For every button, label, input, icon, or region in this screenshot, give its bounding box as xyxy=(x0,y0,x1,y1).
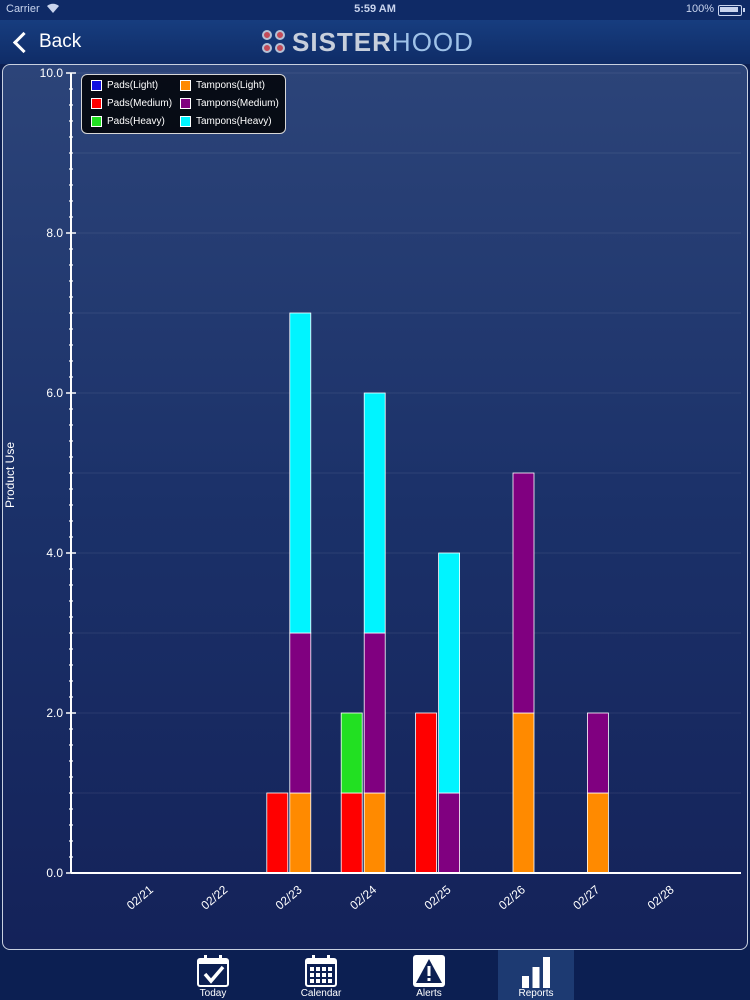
bar-pads-medium-0223 xyxy=(266,792,289,874)
bar-pads-heavy-0224 xyxy=(340,712,363,794)
bar-tampons-light-0224 xyxy=(363,792,386,874)
legend-swatch xyxy=(180,98,191,109)
tab-reports[interactable]: Reports xyxy=(498,950,574,1000)
x-tick-label: 02/24 xyxy=(347,882,379,912)
bar-tampons-heavy-0224 xyxy=(363,392,386,634)
y-tick-label: 10.0 xyxy=(40,66,64,80)
x-tick-label: 02/22 xyxy=(198,882,230,912)
tab-bar: Today Calendar Alerts Reports xyxy=(0,950,750,1000)
back-button[interactable]: Back xyxy=(10,27,81,57)
legend-label: Tampons(Medium) xyxy=(196,98,279,109)
legend-item: Pads(Heavy) xyxy=(91,116,165,127)
bar-tampons-medium-0223 xyxy=(289,632,312,794)
reports-chart-icon xyxy=(522,957,550,988)
tab-reports-label: Reports xyxy=(518,988,554,999)
y-tick-label: 8.0 xyxy=(46,226,63,240)
legend-item: Pads(Light) xyxy=(91,80,158,91)
legend-label: Tampons(Heavy) xyxy=(196,116,272,127)
logo-prefix: SISTER xyxy=(292,26,392,57)
y-tick-label: 4.0 xyxy=(46,546,63,560)
x-tick-label: 02/28 xyxy=(645,882,677,912)
today-check-icon xyxy=(197,955,229,987)
legend-label: Pads(Light) xyxy=(107,80,159,91)
back-label: Back xyxy=(39,31,82,52)
logo-mark-icon xyxy=(262,30,286,54)
bar-tampons-light-0223 xyxy=(289,792,312,874)
logo-wordmark: SISTERHOOD xyxy=(292,27,474,58)
legend-swatch xyxy=(91,98,102,109)
legend-swatch xyxy=(91,116,102,127)
bar-tampons-medium-0227 xyxy=(587,712,609,794)
bar-pads-medium-0224 xyxy=(340,792,363,874)
calendar-icon xyxy=(305,955,337,987)
x-tick-label: 02/21 xyxy=(124,882,156,912)
tab-today-label: Today xyxy=(199,988,227,999)
legend-swatch xyxy=(91,80,102,91)
y-axis-label: Product Use xyxy=(3,442,17,508)
x-tick-label: 02/26 xyxy=(496,882,528,912)
carrier-label: Carrier xyxy=(6,3,40,15)
legend-label: Pads(Medium) xyxy=(107,98,173,109)
tab-calendar[interactable]: Calendar xyxy=(283,950,359,1000)
y-tick-label: 0.0 xyxy=(46,866,63,880)
tab-today[interactable]: Today xyxy=(175,950,251,1000)
legend-swatch xyxy=(180,116,191,127)
chevron-left-icon xyxy=(12,31,35,53)
product-use-chart: 0.0 2.0 4.0 6.0 8.0 10.0 Product Use 02/21 02/22… xyxy=(3,66,741,913)
status-bar: Carrier 5:59 AM 100% xyxy=(0,0,750,20)
legend-label: Tampons(Light) xyxy=(196,80,265,91)
navigation-bar: Back SISTERHOOD xyxy=(0,20,750,64)
status-time: 5:59 AM xyxy=(354,3,396,15)
battery-tip xyxy=(743,8,745,12)
x-tick-label: 02/27 xyxy=(570,882,602,912)
battery-percentage: 100% xyxy=(685,3,714,15)
bar-tampons-medium-0224 xyxy=(363,632,386,794)
x-tick-label: 02/25 xyxy=(422,882,454,912)
bar-tampons-heavy-0225 xyxy=(438,552,461,794)
legend-swatch xyxy=(180,80,191,91)
y-tick-label: 6.0 xyxy=(46,386,63,400)
legend-item: Tampons(Medium) xyxy=(180,98,279,109)
alert-icon xyxy=(413,955,445,987)
y-tick-label: 2.0 xyxy=(46,706,63,720)
wifi-icon xyxy=(47,3,59,13)
legend-label: Pads(Heavy) xyxy=(107,116,165,127)
tab-calendar-label: Calendar xyxy=(300,988,342,999)
battery-icon xyxy=(718,5,742,16)
chart-legend: Pads(Light) Tampons(Light) Pads(Medium) Tam… xyxy=(81,74,286,134)
legend-item: Tampons(Heavy) xyxy=(180,116,272,127)
logo-suffix: HOOD xyxy=(391,26,474,57)
bar-tampons-light-0226 xyxy=(512,712,535,874)
bar-pads-medium-0225 xyxy=(415,712,438,874)
bar-tampons-heavy-0223 xyxy=(289,312,312,634)
x-tick-label: 02/23 xyxy=(273,882,305,912)
app-logo: SISTERHOOD xyxy=(262,26,474,58)
tab-alerts[interactable]: Alerts xyxy=(391,950,467,1000)
bar-tampons-medium-0226 xyxy=(512,472,535,714)
bar-tampons-medium-0225 xyxy=(438,792,461,874)
tab-alerts-label: Alerts xyxy=(416,988,442,999)
legend-item: Pads(Medium) xyxy=(91,98,172,109)
legend-item: Tampons(Light) xyxy=(180,80,265,91)
report-chart-panel: 0.0 2.0 4.0 6.0 8.0 10.0 Product Use 02/21 02/22… xyxy=(2,64,748,950)
bar-tampons-light-0227 xyxy=(587,792,609,874)
